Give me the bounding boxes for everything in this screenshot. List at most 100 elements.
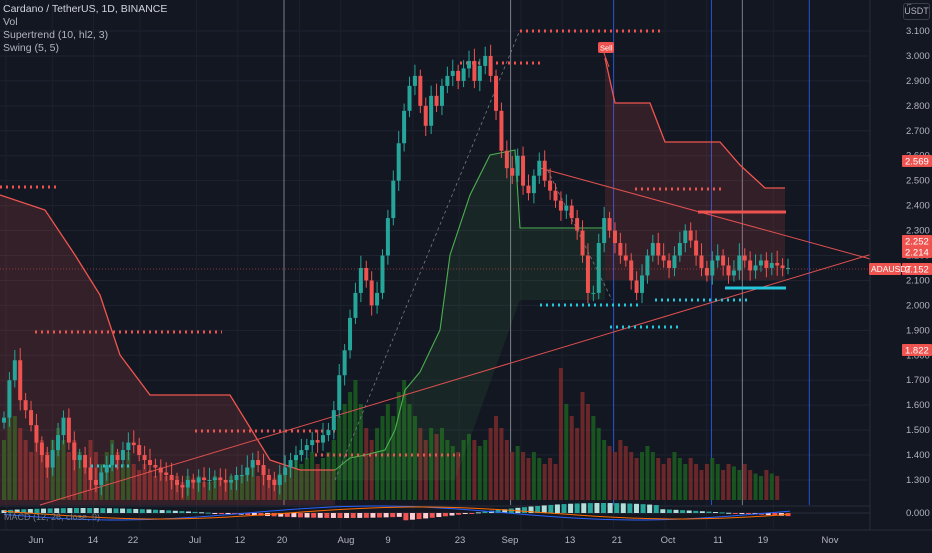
macd-histogram-bar [594,503,600,513]
candle-body [391,180,396,219]
candle-body [315,440,320,443]
volume-bar [769,473,774,500]
candle-body [656,243,661,256]
volume-bar [423,440,428,500]
price-tick-label: 1.400 [906,450,930,461]
macd-histogram-bar [337,513,343,518]
candle-body [434,95,439,106]
volume-bar [164,476,169,500]
macd-histogram-bar [396,513,402,517]
macd-histogram-bar [278,513,284,517]
vertical-lines-layer [283,0,810,505]
volume-bar [623,446,628,500]
volume-legend[interactable]: Vol [3,16,18,28]
macd-histogram-bar [521,507,527,513]
candle-body [196,477,201,483]
candle-body [223,480,228,483]
candle-body [494,75,499,111]
price-tick-label: 1.600 [906,400,930,411]
volume-bar [402,380,407,500]
macd-histogram-bar [620,503,626,513]
candle-body [304,445,309,451]
candle-body [18,360,23,401]
price-badge [902,263,932,275]
macd-signal-line [3,506,791,520]
volume-bar [375,428,380,500]
candle-body [602,218,607,244]
volume-bar [753,473,758,500]
volume-bar [580,392,585,500]
volume-bar [434,434,439,500]
candle-body [504,150,509,169]
macd-histogram-bar [535,505,541,513]
symbol-title[interactable]: Cardano / TetherUS, 1D, BINANCE [3,3,168,15]
macd-histogram-bar [745,513,751,514]
candle-body [88,467,93,480]
currency-badge[interactable]: ⌐ USDT [903,0,930,20]
volume-bar [537,458,542,500]
time-tick-label: Sep [502,535,519,546]
candle-body [277,475,282,485]
macd-histogram-bar [73,508,79,513]
macd-histogram-bar [284,513,290,517]
macd-legend: MACD (12, 26, close, 9) [4,512,100,522]
candle-body [683,230,688,244]
macd-histogram-bar [47,508,53,513]
macd-histogram-bar [27,509,33,513]
macd-histogram-bar [416,513,422,520]
candle-body [380,255,385,293]
macd-histogram-bar [212,513,218,514]
volume-bar [153,476,158,500]
macd-histogram-bar [475,512,481,514]
volume-bar [672,452,677,500]
volume-bar [634,458,639,500]
time-tick-label: 14 [88,535,99,546]
candle-body [218,477,223,480]
macd-histogram-bar [159,510,165,513]
price-badge-label: 2.152 [905,265,929,276]
macd-histogram-bar [139,509,145,513]
candle-body [650,243,655,256]
supertrend-legend[interactable]: Supertrend (10, hl2, 3) [3,29,109,41]
volume-bar [439,428,444,500]
macd-histogram-bar [251,513,257,516]
candle-body [385,218,390,256]
candle-body [531,175,536,194]
macd-histogram-bar [436,513,442,518]
candle-body [50,450,55,468]
price-badge-label: 2.569 [905,157,929,168]
volume-bar [239,476,244,500]
macd-histogram-bar [633,503,639,513]
candle-body [456,70,461,81]
volume-bar [488,428,493,500]
volume-bar [510,452,515,500]
volume-bar [494,416,499,500]
swing-legend[interactable]: Swing (5, 5) [3,42,60,54]
candle-body [742,255,747,261]
macd-histogram-bar [304,513,310,518]
volume-bar [548,458,553,500]
candle-body [607,218,612,231]
volume-bar [131,464,136,500]
volume-bar [710,458,715,500]
candle-body [331,410,336,431]
supertrend-down-line [604,57,785,189]
supertrend-down-fill [605,58,785,280]
macd-histogram-bar [765,513,771,516]
candle-body [402,110,407,144]
candle-body [677,243,682,256]
macd-histogram-bar [390,513,396,518]
macd-histogram-bar [120,508,126,513]
candle-body [131,442,136,446]
candle-body [629,260,634,281]
volume-bar [256,476,261,500]
time-tick-label: Nov [822,535,839,546]
volume-bar [569,416,574,500]
candle-body [526,185,531,194]
time-tick-label: Aug [338,535,355,546]
volume-bar [147,470,152,500]
macd-histogram-bar [245,513,251,516]
